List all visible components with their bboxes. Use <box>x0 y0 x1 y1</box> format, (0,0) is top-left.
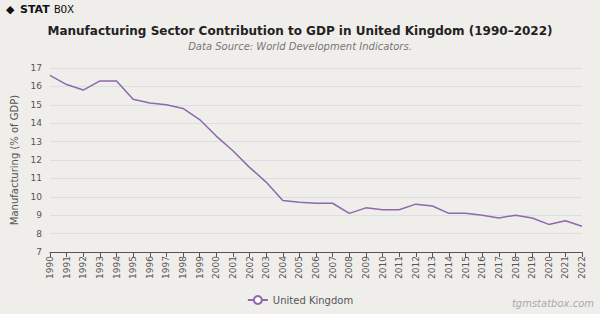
svg-text:Manufacturing Sector Contribut: Manufacturing Sector Contribution to GDP… <box>47 24 552 38</box>
svg-text:1993: 1993 <box>95 256 105 279</box>
svg-text:1999: 1999 <box>195 256 205 279</box>
svg-text:1997: 1997 <box>161 256 171 279</box>
svg-text:1995: 1995 <box>128 256 138 279</box>
svg-text:2022: 2022 <box>577 256 587 279</box>
svg-text:2005: 2005 <box>294 256 304 279</box>
svg-text:15: 15 <box>31 100 42 110</box>
svg-text:2006: 2006 <box>311 256 321 279</box>
svg-text:2019: 2019 <box>527 256 537 279</box>
svg-text:2014: 2014 <box>444 256 454 279</box>
svg-text:2013: 2013 <box>427 256 437 279</box>
svg-text:1996: 1996 <box>145 256 155 279</box>
svg-text:2011: 2011 <box>394 256 404 279</box>
svg-text:2016: 2016 <box>477 256 487 279</box>
svg-text:2017: 2017 <box>494 256 504 279</box>
svg-text:2010: 2010 <box>378 256 388 279</box>
svg-text:2018: 2018 <box>511 256 521 279</box>
svg-text:2009: 2009 <box>361 256 371 279</box>
svg-text:STAT: STAT <box>20 3 50 16</box>
svg-text:9: 9 <box>36 210 42 220</box>
svg-text:13: 13 <box>31 137 42 147</box>
svg-text:1994: 1994 <box>112 256 122 279</box>
svg-text:7: 7 <box>36 247 42 257</box>
svg-text:10: 10 <box>31 192 43 202</box>
svg-text:1991: 1991 <box>62 256 72 279</box>
svg-text:United Kingdom: United Kingdom <box>273 295 353 306</box>
svg-text:2007: 2007 <box>328 256 338 279</box>
svg-text:1998: 1998 <box>178 256 188 279</box>
svg-text:2001: 2001 <box>228 256 238 279</box>
svg-text:11: 11 <box>31 173 42 183</box>
svg-text:Data Source: World Development: Data Source: World Development Indicator… <box>188 41 412 52</box>
svg-text:2004: 2004 <box>278 256 288 279</box>
svg-text:17: 17 <box>31 63 42 73</box>
svg-text:2003: 2003 <box>261 256 271 279</box>
svg-text:2021: 2021 <box>560 256 570 279</box>
svg-text:2012: 2012 <box>411 256 421 279</box>
svg-text:2002: 2002 <box>245 256 255 279</box>
svg-text:2020: 2020 <box>544 256 554 279</box>
svg-text:8: 8 <box>36 229 42 239</box>
svg-text:16: 16 <box>31 81 43 91</box>
svg-text:2015: 2015 <box>461 256 471 279</box>
svg-text:12: 12 <box>31 155 42 165</box>
svg-text:Manufacturing (% of GDP): Manufacturing (% of GDP) <box>9 95 20 225</box>
svg-text:◆: ◆ <box>6 3 15 16</box>
svg-text:1992: 1992 <box>78 256 88 279</box>
svg-text:2000: 2000 <box>211 256 221 279</box>
svg-text:tgmstatbox.com: tgmstatbox.com <box>512 298 594 309</box>
svg-text:BOX: BOX <box>54 3 74 16</box>
svg-text:14: 14 <box>31 118 43 128</box>
svg-text:2008: 2008 <box>344 256 354 279</box>
svg-text:1990: 1990 <box>45 256 55 279</box>
